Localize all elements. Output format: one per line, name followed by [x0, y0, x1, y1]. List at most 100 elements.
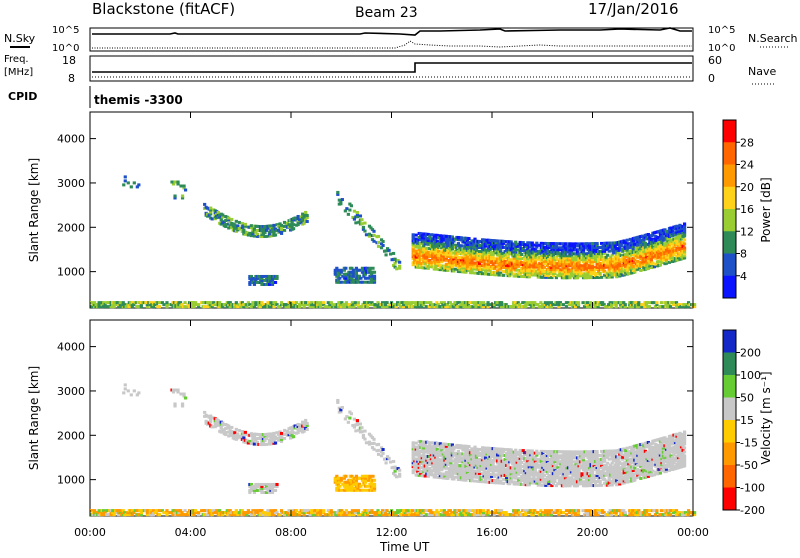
- power-cell: [395, 267, 398, 270]
- power-cell: [176, 181, 179, 184]
- power-cell: [377, 235, 380, 238]
- power-cell: [368, 267, 371, 270]
- power-cell: [292, 227, 295, 230]
- power-cell: [633, 259, 636, 262]
- power-cell: [350, 204, 353, 207]
- velocity-cell: [265, 443, 268, 446]
- power-cell: [648, 301, 651, 304]
- nsearch-tick-low: 10^0: [708, 43, 735, 54]
- velocity-cell: [358, 477, 361, 480]
- power-cell: [130, 185, 133, 188]
- velocity-cell: [363, 438, 366, 441]
- beam-label: Beam 23: [355, 5, 418, 21]
- velocity-cell: [384, 461, 387, 464]
- velocity-cell: [275, 483, 278, 486]
- power-cell: [392, 252, 395, 255]
- power-cell: [341, 198, 344, 201]
- velocity-cell: [292, 435, 295, 438]
- velocity-cell: [365, 441, 368, 444]
- nsearch-tick-high: 10^5: [708, 25, 735, 36]
- velocity-cell: [238, 429, 241, 432]
- power-cell: [425, 301, 428, 304]
- power-cell: [562, 303, 565, 306]
- velocity-cell: [283, 437, 286, 440]
- velocity-cell: [478, 458, 481, 461]
- power-cell: [683, 242, 686, 245]
- power-cell: [209, 207, 212, 210]
- velocity-cell: [217, 419, 220, 422]
- power-cell: [468, 305, 471, 308]
- power-cell: [415, 234, 418, 237]
- power-cell: [235, 301, 238, 304]
- power-cell: [340, 281, 343, 284]
- velocity-cell: [359, 485, 362, 488]
- freq-unit: [MHz]: [4, 67, 33, 78]
- power-cell: [608, 250, 611, 253]
- power-cell: [348, 209, 351, 212]
- velocity-cell: [344, 475, 347, 478]
- power-cell: [361, 281, 364, 284]
- power-cell: [217, 211, 220, 214]
- power-cell: [365, 277, 368, 280]
- power-cell: [283, 221, 286, 224]
- power-cell: [336, 191, 339, 194]
- power-cell: [124, 175, 127, 178]
- power-cell: [407, 301, 410, 304]
- velocity-cell: [361, 489, 364, 492]
- power-cell: [482, 301, 485, 304]
- power-cell: [306, 220, 309, 223]
- power-cell: [478, 244, 481, 247]
- power-cell: [265, 235, 268, 238]
- power-cell: [683, 246, 686, 249]
- nave-label: Nave: [748, 65, 776, 78]
- velocity-cell: [360, 430, 363, 433]
- velocity-cell: [244, 431, 247, 434]
- power-cell: [652, 301, 655, 304]
- power-cell: [373, 275, 376, 278]
- power-cell: [381, 244, 384, 247]
- velocity-cell: [250, 432, 253, 435]
- power-cell: [122, 183, 125, 186]
- power-cell: [624, 303, 627, 306]
- velocity-cell: [363, 430, 366, 433]
- power-cell: [304, 211, 307, 214]
- velocity-cell: [260, 483, 263, 486]
- velocity-cell: [274, 442, 277, 445]
- date-label: 17/Jan/2016: [588, 0, 679, 18]
- velocity-cell: [482, 446, 485, 449]
- nsearch-series: [92, 41, 692, 48]
- velocity-cell: [348, 417, 351, 420]
- freq-tick-high: 18: [62, 54, 76, 67]
- power-cell: [683, 222, 686, 225]
- velocity-cell: [347, 421, 350, 424]
- velocity-cell: [353, 418, 356, 421]
- power-cell: [183, 301, 186, 304]
- velocity-cell: [365, 485, 368, 488]
- velocity-cell: [356, 419, 359, 422]
- power-cell: [356, 211, 359, 214]
- velocity-cell: [377, 453, 380, 456]
- power-cell: [224, 219, 227, 222]
- power-cell: [387, 249, 390, 252]
- power-cell: [488, 303, 491, 306]
- velocity-cell: [340, 489, 343, 492]
- power-cell: [384, 253, 387, 256]
- velocity-cell: [387, 457, 390, 460]
- power-cell: [600, 276, 603, 279]
- power-cell: [580, 264, 583, 267]
- power-cell: [412, 233, 415, 236]
- freq-tick-low: 8: [68, 72, 75, 85]
- velocity-cell: [381, 452, 384, 455]
- power-cell: [303, 222, 306, 225]
- velocity-cell: [292, 431, 295, 434]
- power-cell: [389, 253, 392, 256]
- velocity-cell: [337, 477, 340, 480]
- power-cell: [181, 194, 184, 197]
- power-cell: [360, 218, 363, 221]
- power-cell: [481, 272, 484, 275]
- power-cell: [306, 214, 309, 217]
- power-cell: [361, 267, 364, 270]
- nsky-tick-low: 10^0: [52, 43, 79, 54]
- velocity-cell: [341, 406, 344, 409]
- power-cell: [425, 305, 428, 308]
